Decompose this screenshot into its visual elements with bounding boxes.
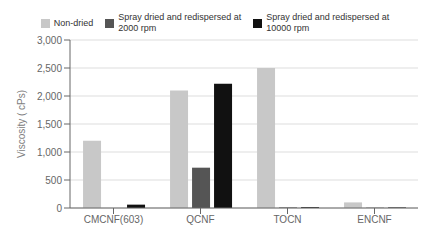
svg-text:0: 0 — [56, 203, 62, 214]
html-text:Spray dried and redispersed at: Spray dried and redispersed at 2000 rpm — [118, 12, 242, 33]
svg-text:2,500: 2,500 — [37, 63, 62, 74]
svg-text:Viscosity ( cPs): Viscosity ( cPs) — [16, 90, 27, 158]
svg-text:1,000: 1,000 — [37, 147, 62, 158]
html-text:Non-dried: Non-dried — [53, 17, 94, 28]
html-text:Spray dried and redispersed at: Spray dried and redispersed at 10000 rpm — [266, 12, 390, 33]
svg-text:CMCNF(603): CMCNF(603) — [84, 214, 143, 225]
svg-text:1,500: 1,500 — [37, 119, 62, 130]
svg-text:500: 500 — [45, 175, 62, 186]
svg-text:TOCN: TOCN — [273, 214, 301, 225]
svg-text:2,000: 2,000 — [37, 91, 62, 102]
svg-text:ENCNF: ENCNF — [357, 214, 391, 225]
svg-text:3,000: 3,000 — [37, 35, 62, 46]
svg-text:QCNF: QCNF — [186, 214, 214, 225]
